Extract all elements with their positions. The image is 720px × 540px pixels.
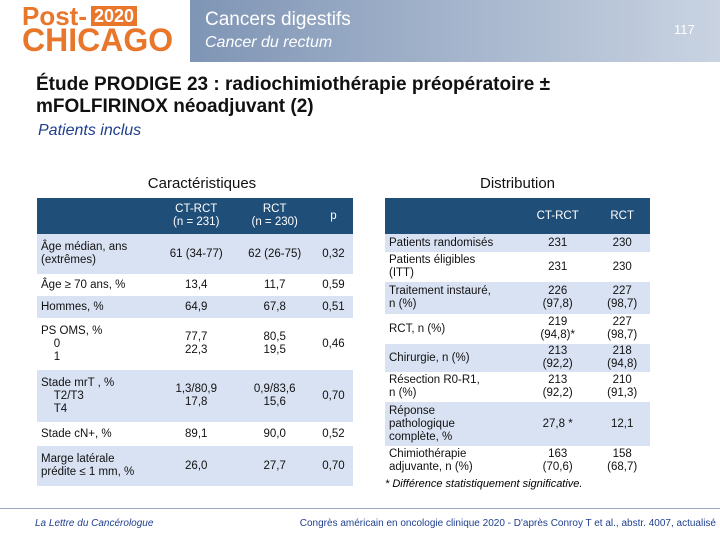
table-cell: 26,0: [157, 446, 236, 486]
table-row: Chirurgie, n (%) 213 (92,2) 218 (94,8): [385, 344, 650, 372]
header-title: Cancers digestifs: [205, 9, 351, 30]
table-cell: 226 (97,8): [521, 282, 595, 314]
table-row: RCT, n (%) 219 (94,8)* 227 (98,7): [385, 314, 650, 344]
footer-source: Congrès américain en oncologie clinique …: [299, 518, 716, 529]
table-cell: Réponse pathologique complète, %: [385, 402, 521, 446]
header-cell: CT-RCT: [521, 198, 595, 234]
header-cell: RCT: [594, 198, 650, 234]
table-cell: Âge médian, ans (extrêmes): [37, 234, 157, 274]
table-cell: PS OMS, % 0 1: [41, 324, 103, 363]
table-row: Stade cN+, % 89,1 90,0 0,52: [37, 422, 353, 446]
table-cell: 230: [612, 260, 632, 273]
table-row: Marge latérale prédite ≤ 1 mm, % 26,0 27,7…: [37, 446, 353, 486]
logo: Post- 2020 CHICAGO: [22, 1, 173, 56]
header-cell: p: [313, 198, 353, 234]
table-row: Stade mrT , % T2/T3 T4 1,3/80,9 17,8 0,9/8…: [37, 370, 353, 422]
table-cell: Stade cN+, %: [41, 427, 112, 440]
footer-journal: La Lettre du Cancérologue: [35, 518, 154, 529]
logo-city: CHICAGO: [22, 22, 174, 58]
table-cell: 227 (98,7): [607, 316, 638, 341]
table-row: Âge ≥ 70 ans, % 13,4 11,7 0,59: [37, 274, 353, 296]
table-cell: 0,52: [322, 427, 345, 440]
table-cell: 89,1: [185, 427, 208, 440]
table-cell: 210 (91,3): [607, 374, 638, 399]
main-title: Étude PRODIGE 23 : radiochimiothérapie p…: [36, 74, 551, 117]
table-cell: 1,3/80,9 17,8: [157, 370, 236, 422]
table-cell: 227 (98,7): [594, 282, 650, 314]
table-cell: 230: [594, 234, 650, 252]
table-cell: Chimiothérapie adjuvante, n (%): [389, 448, 473, 473]
table-cell: 0,59: [322, 278, 345, 291]
table-cell: Stade mrT , % T2/T3 T4: [37, 370, 157, 422]
table-cell: 158 (68,7): [607, 448, 638, 473]
table-row: Chimiothérapie adjuvante, n (%) 163 (70,6…: [385, 446, 650, 476]
table-cell: 213 (92,2): [521, 344, 595, 372]
table-cell: 27,8 *: [521, 402, 595, 446]
table-row: Patients éligibles (ITT) 231 230: [385, 252, 650, 282]
table-cell: Traitement instauré, n (%): [385, 282, 521, 314]
table-row: Âge médian, ans (extrêmes) 61 (34-77) 62 (…: [37, 234, 353, 274]
table-cell: 0,9/83,6 15,6: [235, 370, 314, 422]
footer-rule: [0, 508, 720, 509]
table-cell: RCT, n (%): [389, 322, 446, 335]
table-cell: 80,5 19,5: [263, 331, 286, 356]
table-cell: 0,70: [313, 370, 353, 422]
table-row: Réponse pathologique complète, % 27,8 * 12…: [385, 402, 650, 446]
page-number: 117: [674, 22, 695, 37]
table-cell: 231: [548, 260, 568, 273]
table-heading: Distribution: [479, 175, 556, 192]
footnote: * Différence statistiquement significati…: [385, 478, 583, 490]
table-cell: 218 (94,8): [594, 344, 650, 372]
table-cell: Patients éligibles (ITT): [389, 254, 476, 279]
table-cell: 62 (26-75): [235, 234, 314, 274]
table-heading: Caractéristiques: [147, 175, 257, 192]
logo-year: 2020: [91, 6, 138, 26]
table-cell: 0,46: [322, 337, 345, 350]
table-cell: 0,70: [313, 446, 353, 486]
table-cell: 11,7: [263, 278, 286, 291]
table-row: Résection R0-R1, n (%) 213 (92,2) 210 (91,…: [385, 372, 650, 402]
header-cell: [37, 198, 157, 234]
table-cell: 0,32: [313, 234, 353, 274]
table-cell: 213 (92,2): [542, 374, 573, 399]
table-cell: 0,51: [313, 296, 353, 318]
logo-word: Post-: [22, 1, 87, 31]
distribution-table: CT-RCT RCT Patients randomisés 231 230 Patien…: [385, 198, 650, 476]
table-cell: 61 (34-77): [157, 234, 236, 274]
section-title: Patients inclus: [38, 122, 142, 139]
header-band: [190, 0, 720, 62]
characteristics-table: CT-RCT (n = 231) RCT (n = 230) p Âge médian…: [37, 198, 353, 486]
header-row: CT-RCT RCT: [385, 198, 650, 234]
table-cell: 67,8: [235, 296, 314, 318]
table-cell: 64,9: [157, 296, 236, 318]
header-row: CT-RCT (n = 231) RCT (n = 230) p: [37, 198, 353, 234]
header-cell: RCT (n = 230): [235, 198, 314, 234]
table-cell: Hommes, %: [37, 296, 157, 318]
table-cell: Résection R0-R1, n (%): [389, 374, 480, 399]
header-cell: CT-RCT (n = 231): [157, 198, 236, 234]
table-cell: 219 (94,8)*: [540, 316, 575, 341]
table-row: Hommes, % 64,9 67,8 0,51: [37, 296, 353, 318]
table-cell: 13,4: [185, 278, 208, 291]
table-cell: 27,7: [235, 446, 314, 486]
table-cell: Marge latérale prédite ≤ 1 mm, %: [37, 446, 157, 486]
table-cell: 12,1: [594, 402, 650, 446]
table-cell: Chirurgie, n (%): [385, 344, 521, 372]
header-cell: [385, 198, 521, 234]
table-cell: 77,7 22,3: [185, 331, 208, 356]
header-subtitle: Cancer du rectum: [205, 34, 333, 51]
table-cell: 231: [521, 234, 595, 252]
table-cell: 90,0: [263, 427, 286, 440]
table-row: PS OMS, % 0 1 77,7 22,3 80,5 19,5 0,46: [37, 318, 353, 370]
table-cell: Âge ≥ 70 ans, %: [41, 278, 126, 291]
table-cell: 163 (70,6): [542, 448, 573, 473]
table-row: Patients randomisés 231 230: [385, 234, 650, 252]
table-cell: Patients randomisés: [385, 234, 521, 252]
table-row: Traitement instauré, n (%) 226 (97,8) 227 …: [385, 282, 650, 314]
